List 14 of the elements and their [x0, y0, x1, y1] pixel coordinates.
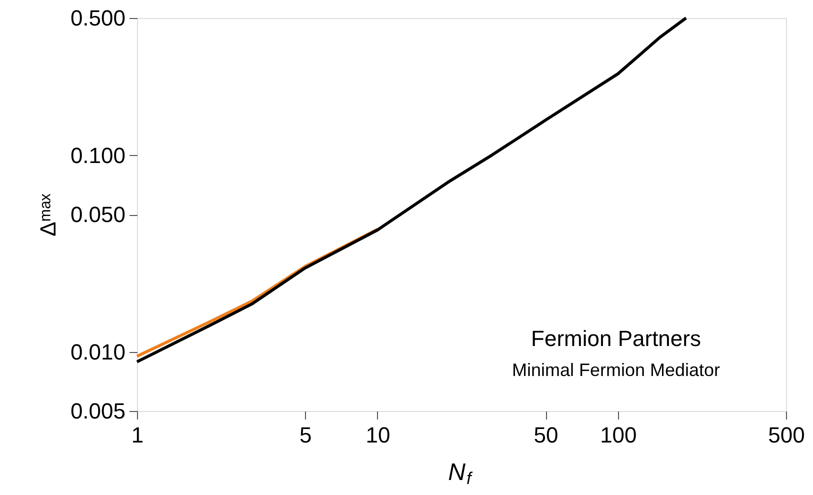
- y-tick-label: 0.010: [70, 339, 126, 364]
- x-tick-label: 1: [131, 422, 144, 448]
- x-tick-label: 50: [534, 422, 558, 448]
- annotation: Minimal Fermion Mediator: [512, 360, 720, 380]
- annotation: Fermion Partners: [531, 326, 701, 351]
- y-tick-label: 0.100: [70, 142, 126, 168]
- x-tick-label: 10: [366, 422, 390, 448]
- y-tick-label: 0.050: [70, 202, 126, 227]
- x-tick-label: 500: [768, 422, 805, 448]
- y-tick-label: 0.500: [70, 6, 126, 30]
- x-tick-label: 100: [600, 422, 637, 448]
- y-axis-title: Δᵐᵃˣ: [35, 192, 60, 236]
- y-tick-label: 0.005: [70, 398, 126, 424]
- x-tick-label: 5: [299, 422, 312, 448]
